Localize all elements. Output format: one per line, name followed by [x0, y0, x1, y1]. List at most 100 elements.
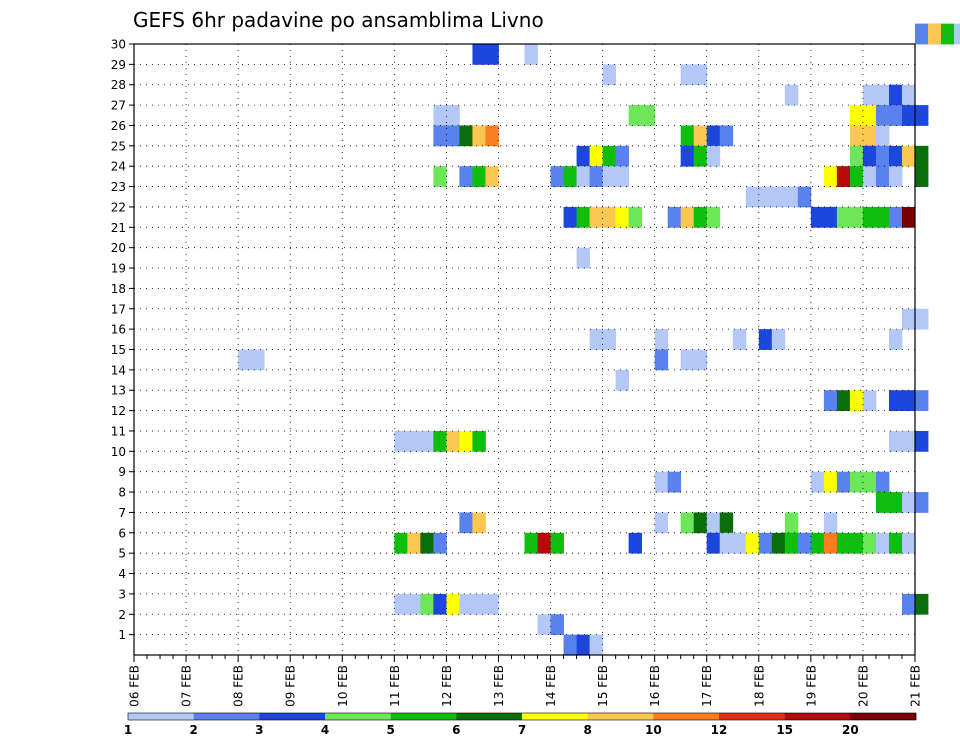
heatmap-cell — [472, 125, 486, 147]
heatmap-cell — [862, 145, 877, 167]
colorbar-label: 3 — [255, 723, 263, 737]
heatmap-cell — [576, 206, 590, 228]
heatmap-cell — [589, 166, 603, 187]
heatmap-cell — [849, 166, 864, 187]
heatmap-cell — [745, 532, 760, 554]
heatmap-cell — [693, 125, 708, 147]
heatmap-cell — [615, 206, 630, 228]
heatmap-cell — [784, 512, 799, 534]
y-tick-label: 24 — [111, 160, 126, 174]
heatmap-cell — [550, 166, 564, 187]
heatmap-cell — [797, 532, 812, 554]
colorbar-swatch — [587, 713, 654, 720]
heatmap-cell — [758, 532, 773, 554]
heatmap-cell — [888, 145, 903, 167]
heatmap-cell — [654, 329, 669, 350]
heatmap-cell — [719, 512, 734, 534]
heatmap-cell — [719, 532, 747, 554]
heatmap-cell — [836, 532, 864, 554]
heatmap-cell — [901, 206, 916, 228]
gridlines — [134, 43, 915, 655]
heatmap-cell — [875, 145, 890, 167]
heatmap-cell — [680, 64, 708, 86]
colorbar-swatch — [128, 713, 194, 720]
y-axis: 1234567891011121314151617181920212223242… — [111, 38, 134, 642]
heatmap-cell — [680, 125, 695, 147]
heatmap-cell — [563, 634, 577, 656]
y-tick-label: 13 — [111, 384, 126, 398]
colorbar-swatch — [193, 713, 260, 720]
heatmap-cell — [628, 105, 656, 126]
heatmap-cell — [732, 329, 747, 350]
heatmap-cell — [784, 84, 799, 106]
heatmap-cell — [849, 390, 864, 411]
heatmap-cell — [915, 145, 929, 167]
heatmap-cell — [589, 329, 617, 350]
y-tick-label: 25 — [111, 139, 126, 153]
heatmap-cell — [420, 593, 434, 615]
heatmap-cell — [810, 206, 838, 228]
heatmap-cell — [706, 512, 721, 534]
colorbar-label: 20 — [842, 723, 859, 737]
colorbar-swatch — [522, 713, 588, 720]
y-tick-label: 29 — [111, 58, 126, 72]
y-tick-label: 1 — [118, 628, 126, 642]
y-tick-label: 12 — [111, 404, 126, 418]
heatmap-cell — [680, 512, 695, 534]
x-tick-label: 14 FEB — [544, 665, 558, 707]
heatmap-cell — [394, 593, 421, 615]
heatmap-cell — [915, 390, 929, 411]
colorbar-swatch — [325, 713, 391, 720]
heatmap-cell — [875, 532, 890, 554]
heatmap-cell — [784, 532, 799, 554]
heatmap-cell — [563, 166, 577, 187]
heatmap-cell — [628, 206, 643, 228]
heatmap-cell — [719, 125, 734, 147]
heatmap-cell — [628, 532, 643, 554]
x-tick-label: 06 FEB — [128, 665, 142, 707]
heatmap-cell — [849, 125, 877, 147]
y-tick-label: 21 — [111, 221, 126, 235]
heatmap-cell — [472, 512, 486, 534]
heatmap-cell — [875, 471, 890, 493]
colorbar-label: 4 — [321, 723, 329, 737]
heatmap-cell — [862, 390, 877, 411]
y-tick-label: 30 — [111, 38, 126, 52]
heatmap-cell — [901, 84, 916, 106]
heatmap-cell — [433, 593, 447, 615]
heatmap-cell — [615, 369, 630, 391]
x-tick-label: 07 FEB — [180, 665, 194, 707]
heatmap-cell — [550, 532, 564, 554]
x-tick-label: 20 FEB — [856, 665, 870, 707]
y-tick-label: 15 — [111, 343, 126, 357]
heatmap-cell — [888, 84, 903, 106]
y-tick-label: 6 — [118, 526, 126, 540]
colorbar-frame — [127, 712, 917, 721]
heatmap-cell — [862, 166, 877, 187]
heatmap-cell — [394, 532, 408, 554]
heatmap-cell — [394, 430, 434, 452]
colorbar-label: 8 — [583, 723, 591, 737]
heatmap-cell — [941, 23, 955, 45]
heatmap-cell — [915, 430, 929, 452]
heatmap-cell — [446, 593, 460, 615]
heatmap-cell — [602, 145, 617, 167]
heatmap-cell — [849, 105, 877, 126]
y-tick-label: 2 — [118, 608, 126, 622]
heatmap-cell — [407, 532, 421, 554]
y-tick-label: 10 — [111, 445, 126, 459]
heatmap-cell — [875, 125, 890, 147]
colorbar-label: 1 — [124, 723, 132, 737]
y-tick-label: 14 — [111, 363, 126, 377]
heatmap-cell — [901, 532, 916, 554]
heatmap-cell — [771, 329, 786, 350]
heatmap-cell — [537, 614, 551, 636]
colorbar: 1 2 3 4 5 6 7 8 10 12 15 20 — [124, 712, 917, 737]
heatmap-cell — [524, 532, 538, 554]
heatmap-cell — [654, 512, 669, 534]
heatmap-cell — [537, 532, 551, 554]
heatmap-cell — [836, 471, 851, 493]
heatmap-cell — [680, 349, 708, 371]
y-tick-label: 3 — [118, 587, 126, 601]
heatmap-cell — [485, 125, 499, 147]
